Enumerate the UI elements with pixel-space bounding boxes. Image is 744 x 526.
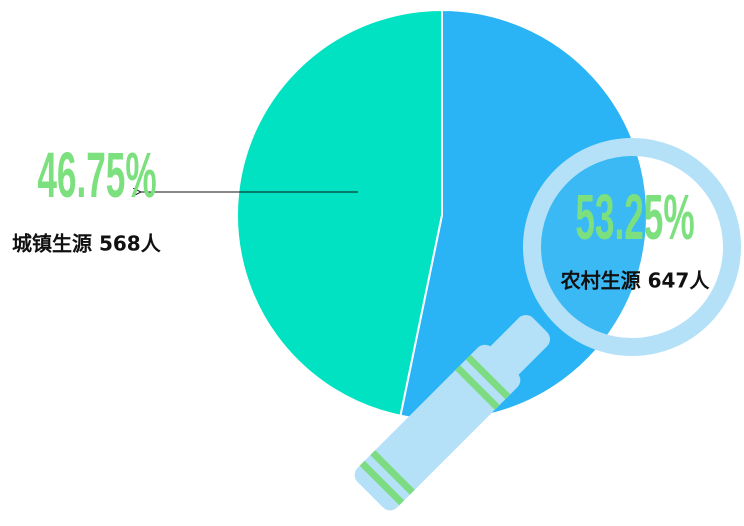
pie-slice	[237, 10, 442, 416]
value-label: 46.75%	[37, 139, 156, 211]
chart: 53.25% 农村生源 647人 46.75% 城镇生源 568人	[0, 0, 744, 526]
category-label: 城镇生源 568人	[12, 232, 162, 256]
value-label-group: 53.25%	[575, 181, 694, 253]
value-label-group: 46.75%	[37, 139, 156, 211]
value-label: 53.25%	[575, 181, 694, 253]
category-label: 农村生源 647人	[560, 269, 711, 293]
